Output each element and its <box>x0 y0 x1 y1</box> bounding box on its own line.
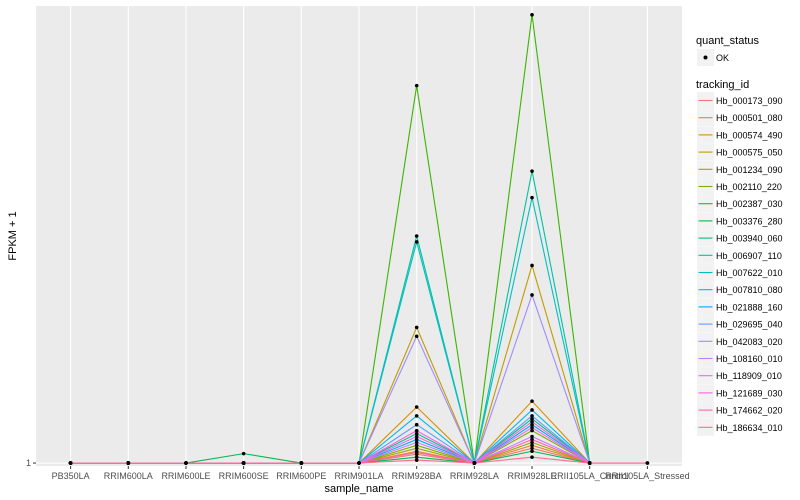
x-tick-label: RRIM928LA <box>450 471 499 481</box>
legend-label: Hb_000501_080 <box>716 113 783 123</box>
legend-series-title: tracking_id <box>696 79 749 91</box>
legend-label: Hb_174662_020 <box>716 406 783 416</box>
data-point <box>530 414 534 418</box>
x-tick-label: RRIM600PE <box>276 471 326 481</box>
legend-label: Hb_042083_020 <box>716 337 783 347</box>
data-point <box>414 437 419 442</box>
series-lines <box>70 14 648 465</box>
data-point <box>472 461 477 465</box>
data-point <box>241 451 246 456</box>
legend-label: Hb_007810_080 <box>716 285 783 295</box>
data-point <box>414 434 419 439</box>
data-points <box>68 13 650 465</box>
data-point <box>530 428 534 433</box>
data-point <box>414 325 419 330</box>
data-point <box>530 455 534 459</box>
legend-label: Hb_002387_030 <box>716 199 783 209</box>
legend-point-marker <box>703 55 708 60</box>
data-point <box>414 440 419 445</box>
legend-label: Hb_186634_010 <box>716 423 783 433</box>
legend-label: Hb_021888_160 <box>716 302 783 312</box>
data-point <box>414 422 419 427</box>
data-point <box>414 458 419 462</box>
data-point <box>414 443 419 448</box>
data-point <box>241 461 246 465</box>
legend-label: Hb_108160_010 <box>716 354 783 364</box>
data-point <box>530 399 534 403</box>
legend-label: Hb_000575_050 <box>716 148 783 158</box>
data-point <box>414 450 419 455</box>
data-point <box>414 428 419 433</box>
x-tick-label: RRII105LA_Control <box>551 471 629 481</box>
data-point <box>530 417 534 421</box>
x-tick-label: RRIM600SE <box>219 471 269 481</box>
legend-label: Hb_121689_030 <box>716 388 783 398</box>
y-tick-label: 1 <box>26 458 31 468</box>
x-tick-label: RRII105LA_Stressed <box>605 471 690 481</box>
data-point <box>530 437 534 442</box>
legend-label: Hb_003376_280 <box>716 216 783 226</box>
data-point <box>414 431 419 436</box>
data-point <box>645 461 650 465</box>
data-point <box>414 414 419 418</box>
data-point <box>530 419 534 424</box>
data-point <box>530 446 534 451</box>
legend-label: Hb_029695_040 <box>716 320 783 330</box>
legend-point-label: OK <box>716 53 729 63</box>
legend: quant_status OK tracking_id Hb_000173_09… <box>696 35 783 436</box>
data-point <box>357 461 361 465</box>
data-point <box>126 461 131 465</box>
data-point <box>530 13 534 17</box>
data-point <box>530 293 534 297</box>
legend-label: Hb_003940_060 <box>716 234 783 244</box>
legend-label: Hb_001234_090 <box>716 165 783 175</box>
y-axis-title: FPKM + 1 <box>7 211 19 260</box>
y-axis: 1 <box>26 458 36 468</box>
data-point <box>414 446 419 451</box>
data-point <box>414 334 419 339</box>
data-point <box>530 408 534 412</box>
data-point <box>530 195 534 200</box>
data-point <box>414 234 419 238</box>
data-point <box>530 434 534 439</box>
data-point <box>184 461 188 465</box>
legend-label: Hb_000574_490 <box>716 130 783 140</box>
grid-lines <box>36 6 682 466</box>
legend-label: Hb_000173_090 <box>716 96 783 106</box>
data-point <box>414 240 419 244</box>
data-point <box>299 461 304 465</box>
legend-label: Hb_002110_220 <box>716 182 782 192</box>
x-tick-label: RRIM928LE <box>508 471 557 481</box>
x-axis-title: sample_name <box>324 483 393 495</box>
legend-label: Hb_118909_010 <box>716 371 782 381</box>
data-point <box>530 422 534 427</box>
x-axis: PB350LA RRIM600LA RRIM600LE RRIM600SE RRIM60… <box>52 466 690 481</box>
legend-label: Hb_006907_110 <box>716 251 782 261</box>
x-tick-label: RRIM928BA <box>392 471 442 481</box>
data-point <box>530 449 534 454</box>
x-tick-label: RRIM600LE <box>161 471 210 481</box>
legend-series-items: Hb_000173_090 Hb_000501_080 Hb_000574_490 H… <box>697 92 783 436</box>
x-tick-label: RRIM901LA <box>334 471 383 481</box>
data-point <box>530 263 534 268</box>
legend-label: Hb_007622_010 <box>716 268 783 278</box>
x-tick-label: PB350LA <box>52 471 90 481</box>
data-point <box>414 405 419 409</box>
data-point <box>530 440 534 445</box>
legend-point-title: quant_status <box>696 35 759 47</box>
data-point <box>414 83 419 88</box>
data-point <box>68 461 73 465</box>
data-point <box>414 455 419 459</box>
data-point <box>530 425 534 430</box>
data-point <box>530 443 534 448</box>
data-point <box>587 461 592 465</box>
data-point <box>530 169 534 173</box>
x-tick-label: RRIM600LA <box>104 471 153 481</box>
